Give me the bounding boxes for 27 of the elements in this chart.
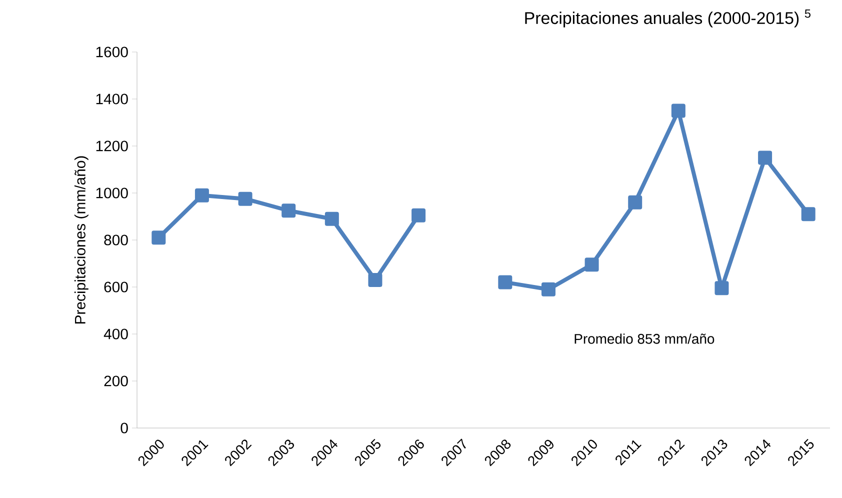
point <box>498 275 512 290</box>
chart-title: Precipitaciones anuales (2000-2015) $^{5}$ <box>525 10 810 28</box>
y-axis-title: Precipitaciones (mm/año) <box>74 156 88 324</box>
point <box>194 188 209 202</box>
y-tick-label: 600 <box>104 282 128 292</box>
annotation: Promedio 853 mm/año <box>574 334 714 344</box>
point <box>412 208 426 222</box>
y-tick-label: 1600 <box>96 46 128 58</box>
point <box>324 212 339 226</box>
y-tick-label: 400 <box>104 328 128 340</box>
point <box>628 195 642 210</box>
y-tick-label: 1000 <box>96 188 128 198</box>
y-tick-label: 1200 <box>96 140 128 152</box>
point <box>801 207 816 222</box>
y-tick-label: 0 <box>120 422 128 434</box>
point <box>758 150 772 165</box>
point <box>671 104 686 118</box>
y-tick-label: 1400 <box>96 94 128 104</box>
point <box>368 272 382 287</box>
point <box>714 281 729 296</box>
point <box>152 230 166 245</box>
y-tick-label: 800 <box>104 234 128 246</box>
point <box>584 258 599 272</box>
y-tick-label: 200 <box>104 376 128 386</box>
point <box>282 204 296 218</box>
point <box>541 282 556 296</box>
point <box>238 192 252 206</box>
